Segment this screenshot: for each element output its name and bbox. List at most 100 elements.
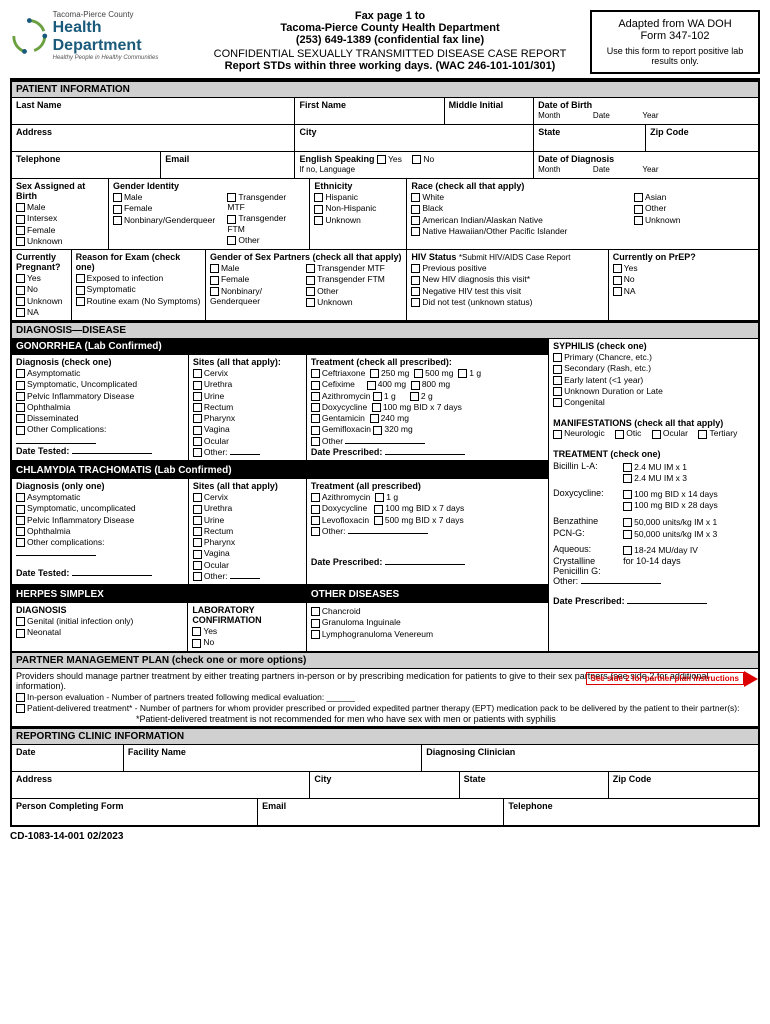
manif-checkbox[interactable] <box>698 430 707 439</box>
chlam-sites-checkbox[interactable] <box>193 493 202 502</box>
manif-checkbox[interactable] <box>652 430 661 439</box>
gono-treat-checkbox[interactable] <box>311 426 320 435</box>
race-checkbox[interactable] <box>634 216 643 225</box>
preg-checkbox[interactable] <box>16 286 25 295</box>
syph-checkbox[interactable] <box>553 398 562 407</box>
gi-checkbox[interactable] <box>227 215 236 224</box>
prep-checkbox[interactable] <box>613 276 622 285</box>
partners-checkbox[interactable] <box>306 287 315 296</box>
sab-intersex-checkbox[interactable] <box>16 215 25 224</box>
chlam-sites-checkbox[interactable] <box>193 538 202 547</box>
gi-checkbox[interactable] <box>227 193 236 202</box>
reason-checkbox[interactable] <box>76 297 85 306</box>
gono-treat-checkbox[interactable] <box>311 369 320 378</box>
syph-checkbox[interactable] <box>553 376 562 385</box>
reason-checkbox[interactable] <box>76 286 85 295</box>
chlam-diag-checkbox[interactable] <box>16 516 25 525</box>
gono-sites-checkbox[interactable] <box>193 381 202 390</box>
gono-diag-checkbox[interactable] <box>16 369 25 378</box>
gi-checkbox[interactable] <box>113 205 122 214</box>
other-dis-checkbox[interactable] <box>311 607 320 616</box>
gono-date-tested-line[interactable] <box>72 453 152 454</box>
prep-checkbox[interactable] <box>613 264 622 273</box>
doxy-checkbox[interactable] <box>623 490 632 499</box>
preg-checkbox[interactable] <box>16 297 25 306</box>
partner-opt2-checkbox[interactable] <box>16 704 25 713</box>
gono-treat-checkbox[interactable] <box>311 381 320 390</box>
gono-treat-checkbox[interactable] <box>311 403 320 412</box>
gono-sites-checkbox[interactable] <box>193 392 202 401</box>
reason-checkbox[interactable] <box>76 274 85 283</box>
chlam-diag-checkbox[interactable] <box>16 505 25 514</box>
manif-checkbox[interactable] <box>553 430 562 439</box>
preg-checkbox[interactable] <box>16 274 25 283</box>
pcng-checkbox[interactable] <box>623 530 632 539</box>
herpes-checkbox[interactable] <box>16 629 25 638</box>
gono-other-line[interactable] <box>16 443 96 444</box>
gi-checkbox[interactable] <box>227 236 236 245</box>
hiv-checkbox[interactable] <box>411 298 420 307</box>
chlam-other-line[interactable] <box>16 555 96 556</box>
gono-sites-checkbox[interactable] <box>193 414 202 423</box>
preg-checkbox[interactable] <box>16 308 25 317</box>
chlam-sites-checkbox[interactable] <box>193 550 202 559</box>
chlam-treat-checkbox[interactable] <box>311 527 320 536</box>
gono-diag-checkbox[interactable] <box>16 426 25 435</box>
chlam-treat-checkbox[interactable] <box>311 516 320 525</box>
gi-checkbox[interactable] <box>113 193 122 202</box>
race-checkbox[interactable] <box>411 227 420 236</box>
race-checkbox[interactable] <box>411 216 420 225</box>
race-checkbox[interactable] <box>411 205 420 214</box>
labconf-checkbox[interactable] <box>192 639 201 648</box>
hiv-checkbox[interactable] <box>411 276 420 285</box>
chlam-treat-checkbox[interactable] <box>311 493 320 502</box>
hiv-checkbox[interactable] <box>411 287 420 296</box>
english-yes-checkbox[interactable] <box>377 155 386 164</box>
syph-date-presc-line[interactable] <box>627 603 707 604</box>
eth-checkbox[interactable] <box>314 216 323 225</box>
chlam-sites-checkbox[interactable] <box>193 516 202 525</box>
gono-diag-checkbox[interactable] <box>16 403 25 412</box>
chlam-diag-checkbox[interactable] <box>16 493 25 502</box>
chlam-treat-checkbox[interactable] <box>311 505 320 514</box>
race-checkbox[interactable] <box>411 193 420 202</box>
gono-treat-checkbox[interactable] <box>311 414 320 423</box>
sab-male-checkbox[interactable] <box>16 203 25 212</box>
eth-checkbox[interactable] <box>314 205 323 214</box>
chlam-diag-checkbox[interactable] <box>16 527 25 536</box>
bicillin-checkbox[interactable] <box>623 463 632 472</box>
partners-checkbox[interactable] <box>210 287 219 296</box>
gono-treat-checkbox[interactable] <box>311 392 320 401</box>
chlam-date-tested-line[interactable] <box>72 575 152 576</box>
gono-date-presc-line[interactable] <box>385 454 465 455</box>
aq-checkbox[interactable] <box>623 546 632 555</box>
partners-checkbox[interactable] <box>210 264 219 273</box>
other-dis-checkbox[interactable] <box>311 630 320 639</box>
gi-checkbox[interactable] <box>113 216 122 225</box>
manif-checkbox[interactable] <box>615 430 624 439</box>
chlam-diag-checkbox[interactable] <box>16 538 25 547</box>
partners-checkbox[interactable] <box>210 276 219 285</box>
syph-other-line[interactable] <box>581 583 661 584</box>
herpes-checkbox[interactable] <box>16 617 25 626</box>
syph-checkbox[interactable] <box>553 353 562 362</box>
sab-female-checkbox[interactable] <box>16 226 25 235</box>
doxy-checkbox[interactable] <box>623 502 632 511</box>
partners-checkbox[interactable] <box>306 264 315 273</box>
race-checkbox[interactable] <box>634 193 643 202</box>
syph-checkbox[interactable] <box>553 365 562 374</box>
partner-opt1-checkbox[interactable] <box>16 693 25 702</box>
partners-checkbox[interactable] <box>306 276 315 285</box>
gono-treat-checkbox[interactable] <box>311 437 320 446</box>
gono-sites-checkbox[interactable] <box>193 403 202 412</box>
chlam-sites-checkbox[interactable] <box>193 561 202 570</box>
gono-sites-checkbox[interactable] <box>193 437 202 446</box>
prep-checkbox[interactable] <box>613 287 622 296</box>
gono-diag-checkbox[interactable] <box>16 381 25 390</box>
chlam-sites-checkbox[interactable] <box>193 572 202 581</box>
gono-sites-checkbox[interactable] <box>193 369 202 378</box>
gono-sites-checkbox[interactable] <box>193 426 202 435</box>
sab-unknown-checkbox[interactable] <box>16 237 25 246</box>
race-checkbox[interactable] <box>634 205 643 214</box>
bicillin-checkbox[interactable] <box>623 474 632 483</box>
